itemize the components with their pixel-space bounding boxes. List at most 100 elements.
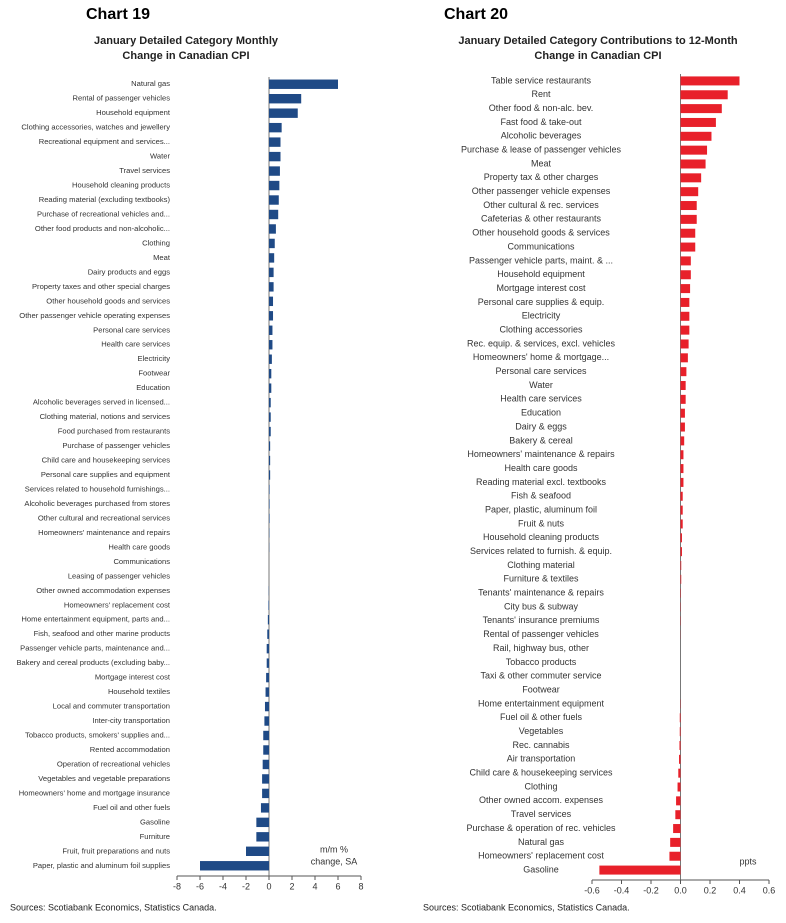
chart-title: Change in Canadian CPI [534,50,661,62]
category-label: Fruit & nuts [518,518,565,528]
bar [263,730,269,741]
category-label: Alcoholic beverages [501,131,582,141]
category-label: Other cultural & rec. services [483,200,599,210]
category-label: Child care & housekeeping services [469,768,613,778]
chart-title: January Detailed Category Contributions … [458,35,738,47]
bar [269,238,275,249]
category-label: Dairy & eggs [515,421,567,431]
category-label: Leasing of passenger vehicles [68,571,170,580]
bar [265,687,269,697]
category-label: Services related to household furnishing… [25,484,170,493]
category-label: Homeowners' replacement cost [64,600,171,609]
bar [680,464,684,474]
chart-label: Chart 20 [444,6,508,23]
category-label: Clothing material, notions and services [40,412,171,421]
bar [680,297,690,307]
bar [680,214,697,224]
bar [680,560,682,570]
category-label: Passenger vehicle parts, maint. & ... [469,255,613,265]
category-label: Household cleaning products [483,532,600,542]
chart-title: Change in Canadian CPI [122,50,249,62]
bar [256,817,269,828]
category-label: Footwear [138,369,170,378]
bar [269,209,279,220]
category-label: Health care services [101,340,170,349]
bar [599,865,681,875]
category-label: Fuel oil and other fuels [93,803,170,812]
bar [680,367,687,377]
category-label: Other cultural and recreational services [38,513,170,522]
annotation: change, SA [311,856,358,866]
category-label: Purchase & lease of passenger vehicles [461,145,622,155]
category-label: Meat [153,253,171,262]
category-label: Water [529,380,553,390]
bar [680,533,682,543]
category-label: Fish & seafood [511,491,571,501]
category-label: Purchase of passenger vehicles [62,441,170,450]
x-tick-label: -4 [219,881,227,891]
category-label: Inter-city transportation [92,716,170,725]
chart-title: January Detailed Category Monthly [94,35,279,47]
category-label: Other food products and non-alcoholic... [35,224,170,233]
bar [680,436,685,446]
chart-label: Chart 19 [86,6,150,23]
bar [269,137,281,147]
bar [269,470,271,480]
bar [269,426,271,437]
category-label: Travel services [511,809,572,819]
category-label: Clothing [524,781,557,791]
category-label: Passenger vehicle parts, maintenance and… [20,644,170,653]
category-label: Furniture & textiles [503,574,579,584]
bar [269,224,276,234]
bar [264,716,269,726]
category-label: Rental of passenger vehicles [483,629,599,639]
bar [680,408,685,418]
category-label: Travel services [119,166,170,175]
bar [680,394,686,404]
category-label: Table service restaurants [491,75,592,85]
category-label: Homeowners' home & mortgage... [473,352,609,362]
bar [680,131,712,141]
category-label: Household cleaning products [72,181,170,190]
bar [680,159,706,169]
bar [269,180,280,191]
bar [680,450,684,460]
bar [679,727,681,737]
x-tick-label: -0.6 [584,885,600,895]
category-label: Fast food & take-out [500,117,582,127]
bar [679,754,681,764]
category-label: Services related to furnish. & equip. [470,546,612,556]
category-label: Homeowners' home and mortgage insurance [19,788,170,797]
bar [680,477,684,487]
category-label: Natural gas [131,79,170,88]
bar [269,108,298,118]
category-label: Natural gas [518,837,565,847]
category-label: Education [136,383,170,392]
bar [680,491,683,501]
x-tick-label: -0.4 [614,885,630,895]
bar [269,340,273,350]
bar [673,824,681,834]
bar [680,228,696,238]
bar [676,796,681,806]
bar [680,145,708,155]
category-label: Tobacco products [506,657,577,667]
bar [680,311,690,321]
category-label: Recreational equipment and services... [39,137,170,146]
category-label: Mortgage interest cost [496,283,586,293]
category-label: Fuel oil & other fuels [500,712,583,722]
bar [268,600,269,610]
category-label: Other passenger vehicle expenses [472,186,611,196]
bar [678,768,681,778]
bar [262,788,269,799]
category-label: Homeowners' maintenance and repairs [38,528,170,537]
category-label: Fruit, fruit preparations and nuts [62,846,170,855]
category-label: Vegetables [519,726,564,736]
category-label: Other food & non-alc. bev. [489,103,593,113]
bar [675,810,681,820]
bar [269,94,302,104]
bar [680,256,691,266]
category-label: Alcoholic beverages served in licensed..… [33,398,170,407]
category-label: Rail, highway bus, other [493,643,589,653]
bar [680,242,696,252]
